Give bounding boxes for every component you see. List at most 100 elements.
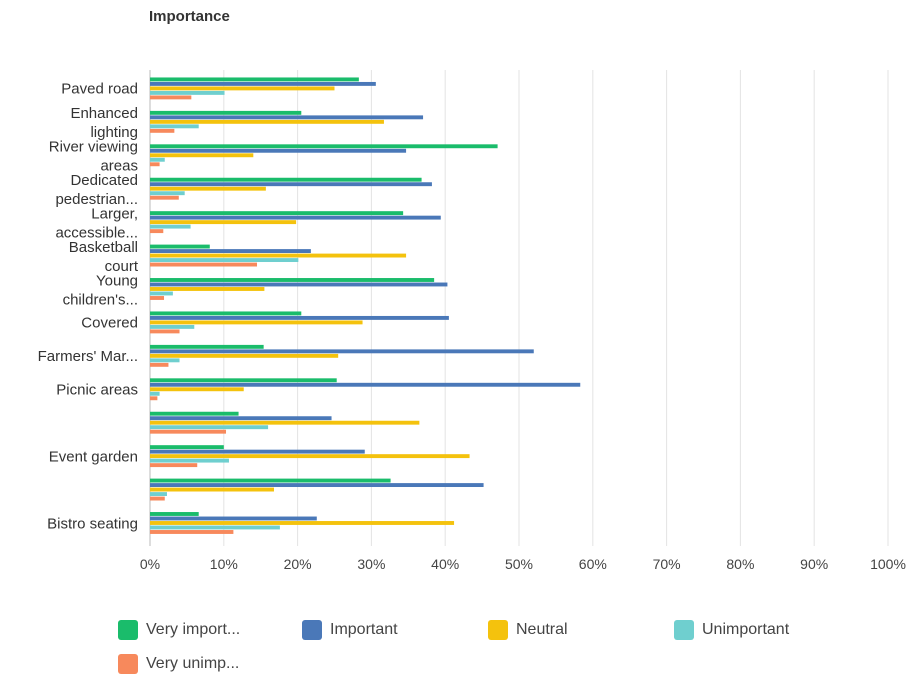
category-label: Larger, <box>91 205 138 222</box>
bar <box>150 358 180 363</box>
bar <box>150 95 192 100</box>
category-label: Young <box>96 272 138 289</box>
bar <box>150 416 332 421</box>
bar <box>150 86 335 91</box>
bar <box>150 525 280 530</box>
bar <box>150 244 210 249</box>
category-label: Basketball <box>69 239 138 256</box>
bar <box>150 278 435 282</box>
bar <box>150 530 234 534</box>
bar <box>150 449 365 454</box>
category-label: pedestrian... <box>55 191 138 208</box>
legend-swatch <box>118 620 138 640</box>
legend-item[interactable]: Neutral <box>488 618 568 642</box>
bar <box>150 157 165 162</box>
bar <box>150 229 164 234</box>
x-tick-label: 50% <box>505 556 533 572</box>
category-label: children's... <box>63 291 138 308</box>
bar <box>150 496 165 501</box>
bar <box>150 362 169 367</box>
legend-item[interactable]: Unimportant <box>674 618 789 642</box>
x-tick-label: 60% <box>579 556 607 572</box>
category-label: accessible... <box>55 224 138 241</box>
category-label: Event garden <box>49 448 138 465</box>
bar <box>150 329 180 334</box>
bar <box>150 396 158 401</box>
bar <box>150 378 337 383</box>
x-tick-label: 10% <box>210 556 238 572</box>
bar <box>150 144 498 149</box>
bar <box>150 445 224 450</box>
bar <box>150 291 173 296</box>
bar <box>150 391 160 396</box>
bar <box>150 195 179 200</box>
legend-item[interactable]: Important <box>302 618 398 642</box>
bar <box>150 458 229 463</box>
legend-swatch <box>674 620 694 640</box>
bar <box>150 420 420 425</box>
bar <box>150 224 191 229</box>
category-label: River viewing <box>49 139 138 156</box>
bar <box>150 262 258 267</box>
bar <box>150 521 455 525</box>
bar <box>150 311 302 316</box>
bar <box>150 425 269 430</box>
legend-swatch <box>118 654 138 674</box>
bar <box>150 487 274 492</box>
category-label: lighting <box>90 124 138 141</box>
bar <box>150 186 266 191</box>
bar <box>150 429 227 434</box>
bar <box>150 353 339 358</box>
bar <box>150 315 449 320</box>
bar <box>150 153 254 158</box>
bar <box>150 516 317 521</box>
bar <box>150 191 185 196</box>
bar <box>150 324 195 329</box>
bar <box>150 162 160 167</box>
bar <box>150 81 376 86</box>
x-tick-label: 90% <box>800 556 828 572</box>
legend-item[interactable]: Very unimp... <box>118 652 239 676</box>
category-label: Covered <box>81 315 138 332</box>
legend-swatch <box>302 620 322 640</box>
category-label: Dedicated <box>70 172 138 189</box>
x-tick-label: 30% <box>357 556 385 572</box>
x-tick-label: 100% <box>870 556 906 572</box>
category-label: Enhanced <box>70 105 138 122</box>
x-tick-label: 20% <box>284 556 312 572</box>
legend-item[interactable]: Very import... <box>118 618 240 642</box>
category-label: Paved road <box>61 81 138 98</box>
legend-label: Important <box>330 621 398 638</box>
bar <box>150 454 470 459</box>
bar <box>150 215 441 220</box>
chart-title: Importance <box>149 8 230 25</box>
bar <box>150 253 407 258</box>
bar <box>150 411 239 416</box>
legend-label: Neutral <box>516 621 568 638</box>
bar <box>150 382 581 387</box>
legend-label: Very unimp... <box>146 655 240 672</box>
bar <box>150 115 424 120</box>
bar <box>150 483 484 488</box>
x-tick-label: 80% <box>726 556 754 572</box>
bar <box>150 128 175 133</box>
bar <box>150 220 297 225</box>
category-label: Farmers' Mar... <box>38 348 138 365</box>
bar <box>150 249 311 254</box>
bars <box>150 77 581 534</box>
x-tick-label: 0% <box>140 556 160 572</box>
bar <box>150 124 199 129</box>
bar <box>150 296 165 300</box>
bar <box>150 492 167 497</box>
bar <box>150 177 422 182</box>
bar <box>150 258 299 263</box>
category-label: Picnic areas <box>56 382 138 399</box>
bar <box>150 512 199 516</box>
bar <box>150 349 534 354</box>
bar <box>150 282 448 287</box>
category-label: Bistro seating <box>47 515 138 532</box>
bar <box>150 77 359 82</box>
bar <box>150 119 384 124</box>
